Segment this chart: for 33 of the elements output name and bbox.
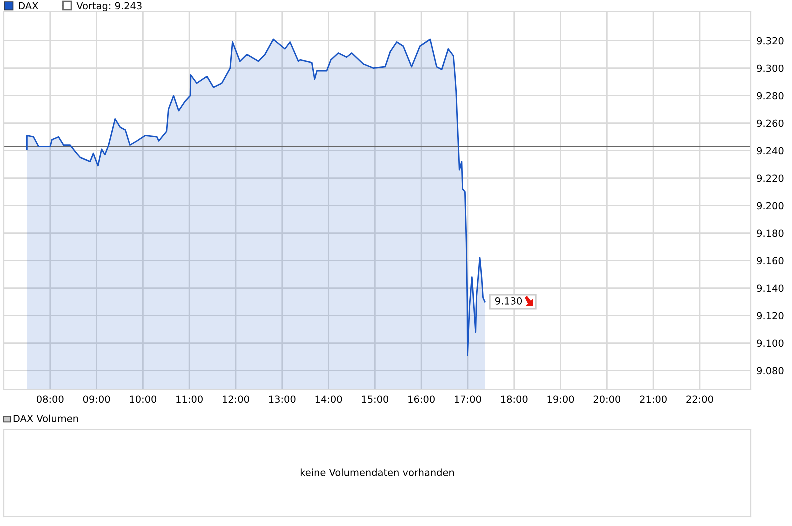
x-tick-label: 09:00 (83, 396, 110, 404)
y-tick-label: 9.300 (757, 64, 784, 72)
legend-label: Vortag: 9.243 (76, 2, 142, 12)
x-tick-label: 17:00 (455, 396, 482, 404)
y-tick-label: 9.160 (757, 257, 784, 265)
x-tick-label: 12:00 (223, 396, 250, 404)
y-tick-label: 9.100 (757, 340, 784, 348)
x-tick-label: 20:00 (594, 396, 621, 404)
y-tick-label: 9.120 (757, 312, 784, 320)
x-tick-label: 16:00 (408, 396, 435, 404)
x-tick-label: 15:00 (362, 396, 389, 404)
y-tick-label: 9.260 (757, 120, 784, 128)
x-tick-label: 21:00 (640, 396, 667, 404)
text: DAX Volumen (14, 414, 78, 422)
x-tick-label: 13:00 (269, 396, 296, 404)
legend-label: DAX (19, 2, 38, 10)
text: keine Volumendaten vorhanden (300, 468, 454, 476)
y-tick-label: 9.220 (757, 174, 784, 182)
y-tick-label: 9.320 (757, 37, 784, 45)
y-tick-label: 9.240 (757, 147, 784, 155)
x-tick-label: 10:00 (130, 396, 157, 404)
y-tick-label: 9.140 (757, 284, 784, 292)
y-tick-label: 9.280 (757, 92, 784, 100)
x-tick-label: 14:00 (316, 396, 342, 404)
x-tick-label: 08:00 (37, 396, 64, 404)
annotation: 9.130 (495, 297, 522, 305)
x-tick-label: 18:00 (501, 396, 528, 404)
y-tick-label: 9.180 (757, 230, 784, 238)
x-tick-label: 11:00 (176, 396, 203, 404)
y-tick-label: 9.080 (757, 367, 784, 375)
x-tick-label: 22:00 (686, 396, 714, 404)
y-tick-label: 9.200 (757, 202, 784, 210)
x-tick-label: 19:00 (548, 396, 574, 404)
